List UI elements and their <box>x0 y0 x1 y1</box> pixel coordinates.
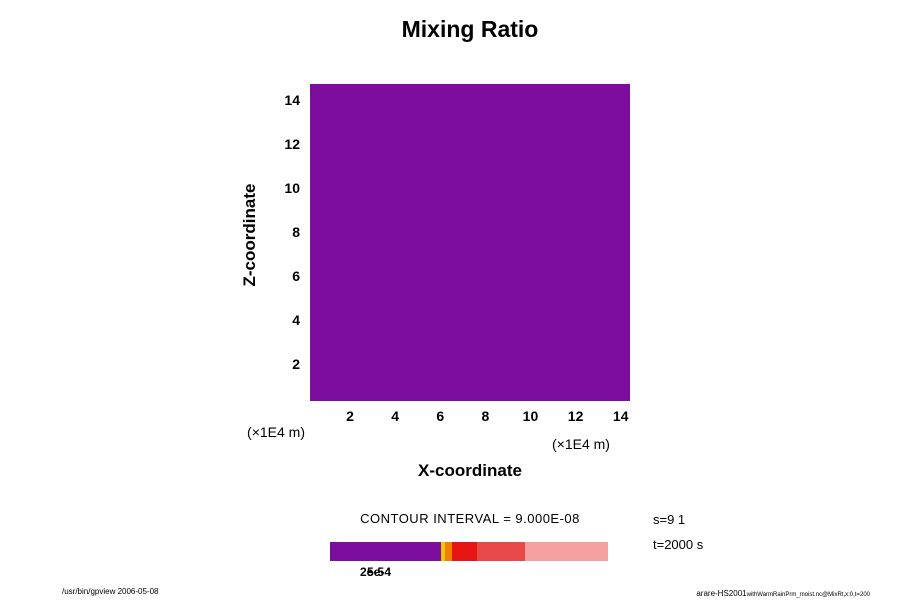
ytick-label: 6 <box>292 268 300 285</box>
colorbar-segment <box>445 542 453 561</box>
colorbar-segment <box>524 542 608 561</box>
xtick-label: 8 <box>481 408 490 424</box>
footer-source-main: arare-HS2001 <box>696 589 747 598</box>
x-axis-ticks: 2 4 6 8 10 12 14 <box>310 408 630 428</box>
colorbar-segment <box>330 542 442 561</box>
annotation-t: t=2000 s <box>653 537 704 552</box>
chart-title: Mixing Ratio <box>401 16 539 42</box>
footer-source-sub: withWarmRainPrm_moist.nc@MixRt,x:0,t=200 <box>746 592 870 598</box>
y-axis-label: Z-coordinate <box>240 183 259 287</box>
xtick-label: 6 <box>436 408 445 424</box>
annotation-s: s=9 1 <box>653 512 686 527</box>
y-axis-unit-label: (×1E4 m) <box>247 424 305 440</box>
y-axis-ticks: 14 12 10 8 6 4 2 <box>270 84 304 401</box>
x-axis-label: X-coordinate <box>418 461 522 480</box>
footer-command-text: /usr/bin/gpview 2006-05-08 <box>62 587 159 596</box>
ytick-label: 4 <box>292 311 300 328</box>
colorbar-level-label: 5e-4 <box>367 565 392 579</box>
ytick-label: 12 <box>284 135 300 152</box>
ytick-label: 10 <box>284 179 300 196</box>
colorbar-level-label: 2e-5 <box>360 565 385 579</box>
colorbar-segment <box>452 542 478 561</box>
ytick-label: 8 <box>292 224 300 241</box>
colorbar <box>330 542 608 561</box>
colorbar-segment <box>441 542 446 561</box>
contour-interval-note: CONTOUR INTERVAL = 9.000E-08 <box>360 511 580 526</box>
plot-area <box>310 84 630 401</box>
ytick-label: 2 <box>292 355 300 372</box>
ytick-label: 14 <box>284 91 300 108</box>
footer-source-text: arare-HS2001withWarmRainPrm_moist.nc@Mix… <box>696 589 870 598</box>
xtick-label: 4 <box>391 408 400 424</box>
colorbar-labels: 2e-5 5e-4 <box>330 565 608 581</box>
xtick-label: 14 <box>612 408 629 424</box>
colorbar-segment <box>477 542 525 561</box>
xtick-label: 12 <box>567 408 584 424</box>
xtick-label: 2 <box>346 408 354 424</box>
x-axis-unit-label: (×1E4 m) <box>552 436 610 452</box>
xtick-label: 10 <box>522 408 539 424</box>
